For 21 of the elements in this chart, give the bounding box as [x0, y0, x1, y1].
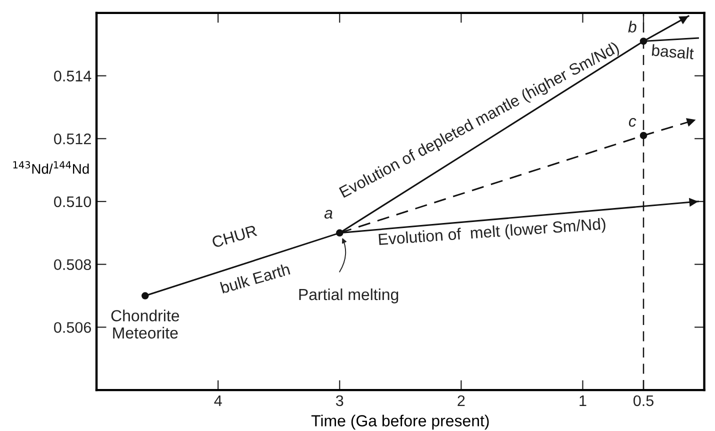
- annotation: b: [628, 20, 636, 32]
- y-tick-label: 0.506: [54, 322, 91, 333]
- annotation: Evolution of melt (lower Sm/Nd): [378, 218, 606, 248]
- y-axis-title: $^{143}$Nd/$^{144}$Nd: [13, 161, 89, 174]
- x-tick-label: 1: [580, 395, 586, 406]
- y-tick-label: 0.514: [54, 70, 92, 82]
- x-tick-label: 2: [458, 395, 465, 406]
- x-tick-label: 0.5: [633, 395, 654, 406]
- annotation: a: [324, 210, 332, 219]
- annotation: c: [628, 118, 636, 127]
- annotation: CHUR: [211, 224, 258, 248]
- x-tick-label: 3: [336, 395, 344, 406]
- x-tick-label: 4: [214, 395, 222, 406]
- annotation: Partial melting: [299, 288, 398, 304]
- y-tick-label: 0.508: [54, 259, 92, 270]
- y-tick-label: 0.512: [54, 134, 91, 144]
- y-tick-label: 0.510: [54, 196, 92, 208]
- annotation: basalt: [652, 44, 694, 60]
- annotation: bulk Earth: [220, 263, 290, 294]
- annotation: Chondrite Meteorite: [111, 310, 180, 339]
- x-axis-title: Time (Ga before present): [311, 414, 489, 430]
